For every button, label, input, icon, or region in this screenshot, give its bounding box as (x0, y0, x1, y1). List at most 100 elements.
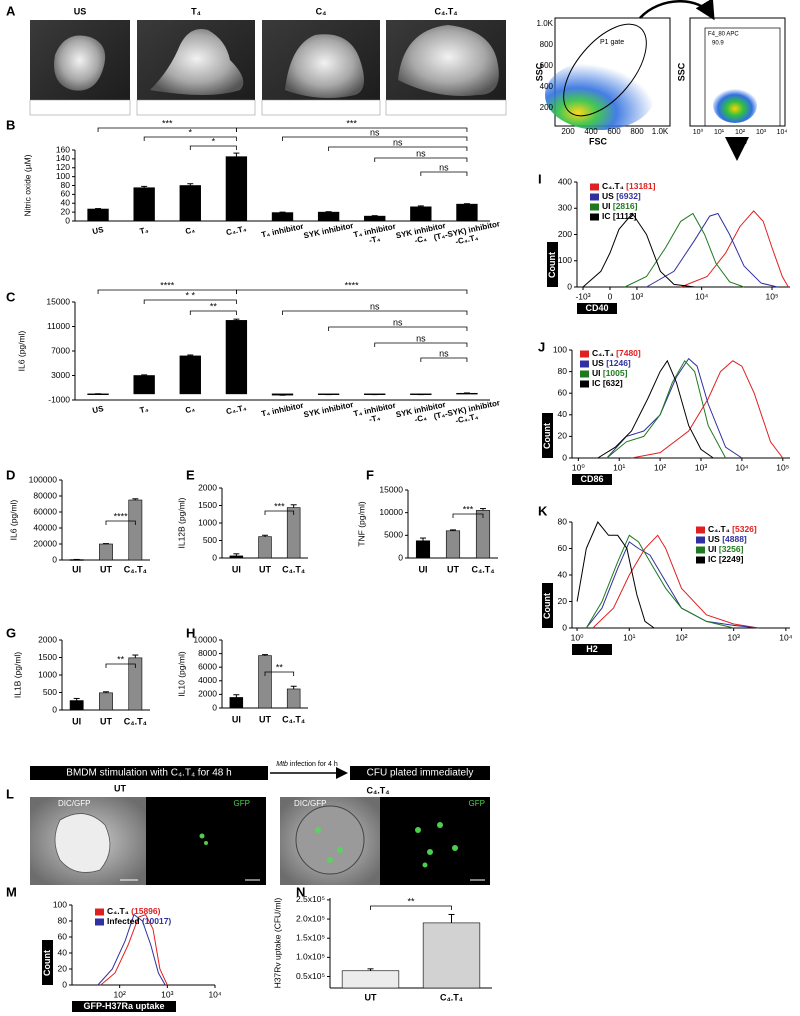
x-tick-label: UT (100, 564, 112, 574)
legend-swatch (95, 908, 104, 916)
error-bar (73, 697, 80, 701)
x-tick-label: -C₄ (414, 413, 428, 424)
y-tick-label: 80 (558, 366, 568, 376)
y-tick-label: 60 (58, 931, 68, 941)
y-tick-label: 4000 (198, 675, 217, 685)
significance-label: * (189, 127, 193, 137)
x-tick-label: T₄ (139, 225, 150, 236)
legend-note: [13181] (626, 181, 655, 191)
x-tick-label: C₄.T₄ (282, 714, 305, 724)
gfp-spot (204, 841, 208, 845)
y-tick-label: 0 (212, 702, 217, 712)
error-bar (233, 152, 240, 157)
significance-label: ns (370, 301, 380, 311)
x-tick-label: 10¹ (714, 129, 725, 136)
x-tick-label: 400 (584, 127, 598, 136)
y-tick-label: 6000 (198, 661, 217, 671)
x-tick-label: T₄ (139, 404, 150, 415)
significance-bracket (97, 289, 237, 294)
bar (317, 211, 340, 222)
y-tick-label: 40 (58, 947, 68, 957)
y-tick-label: 2.5x10⁵ (296, 894, 325, 904)
y-tick-label: 0 (562, 452, 567, 462)
axis-label: SSC (534, 62, 544, 81)
x-tick-label: 10² (675, 632, 687, 642)
histogram-curve (592, 534, 759, 629)
y-axis-label: Count (542, 593, 552, 619)
x-tick-label: C₄.T₄ (124, 564, 147, 574)
significance-bracket (264, 510, 295, 515)
significance-label: *** (162, 118, 173, 128)
histogram-curve (606, 357, 743, 459)
significance-label: **** (114, 511, 129, 521)
panel-letter: L (6, 786, 14, 801)
y-tick-label: 2000 (198, 689, 217, 699)
histogram-curve (97, 913, 166, 986)
y-tick-label: 60 (558, 387, 568, 397)
histogram-curve (585, 534, 734, 629)
gate-label: F4_80 APC (708, 32, 739, 38)
y-tick-label: 1000 (198, 517, 217, 527)
error-bar (233, 318, 240, 321)
x-tick-label: UI (419, 564, 428, 574)
y-axis-label-box: Count (547, 242, 558, 287)
y-tick-label: 0 (562, 622, 567, 632)
x-tick-label: 10² (654, 462, 666, 472)
legend-swatch (696, 546, 705, 554)
bar (133, 375, 155, 395)
x-tick-label: C₄.T₄ (471, 564, 494, 574)
y-tick-label: 0 (567, 281, 572, 291)
y-tick-label: 200 (558, 229, 572, 239)
legend-label: UI [3256] (708, 544, 744, 554)
x-tick-label: 10¹ (623, 632, 635, 642)
significance-label: *** (463, 504, 474, 514)
histogram-curve (606, 359, 727, 459)
significance-bracket (282, 136, 468, 141)
error-bar (262, 654, 268, 656)
x-tick-label: 10⁰ (693, 128, 704, 136)
y-tick-label: 400 (558, 176, 572, 186)
legend-name: UI (708, 544, 717, 554)
legend-name: UI (592, 368, 601, 378)
x-tick-label: C₄.T₄ (124, 716, 147, 726)
gfp-spot (422, 862, 428, 868)
panel-letter: G (6, 625, 16, 640)
panel-letter: E (186, 467, 195, 482)
y-tick-label: 2.0x10⁵ (296, 913, 325, 923)
panel-letter: H (186, 625, 195, 640)
panel-letter: A (6, 3, 16, 18)
x-tick-label: 10⁴ (777, 129, 788, 136)
gfp-spot (427, 849, 433, 855)
significance-bracket (97, 127, 237, 132)
legend-label: C₄.T₄ (15896) (107, 906, 161, 916)
x-tick-label: 10³ (695, 462, 707, 472)
legend-name: IC (708, 554, 717, 564)
histogram-curve (100, 913, 168, 986)
significance-label: ns (416, 148, 426, 158)
x-tick-label: UI (232, 564, 241, 574)
y-tick-label: 80 (58, 915, 68, 925)
histogram-curve (576, 521, 655, 629)
bar (179, 185, 201, 222)
gfp-spot (452, 845, 458, 851)
x-tick-label: 10⁵ (766, 291, 779, 301)
legend-label: US [1246] (592, 358, 631, 368)
legend-name: IC (592, 378, 601, 388)
y-tick-label: 0.5x10⁵ (296, 971, 325, 981)
gate (704, 27, 781, 127)
legend-note: [5326] (732, 524, 757, 534)
panel-letter: M (6, 884, 17, 899)
legend-label: US [4888] (708, 534, 747, 544)
channel-label: DIC/GFP (294, 799, 326, 808)
density (545, 60, 655, 130)
arrow (639, 0, 715, 21)
x-tick-label: US (92, 225, 105, 236)
bar (271, 212, 294, 222)
image-title: C₄.T₄ (434, 6, 457, 16)
significance-bracket (264, 671, 295, 676)
legend-name: US (592, 358, 604, 368)
error-bar (262, 534, 268, 537)
x-tick-label: 800 (630, 127, 644, 136)
x-tick-label: C₄.T₄ (440, 992, 463, 1002)
error-bar (187, 354, 194, 356)
